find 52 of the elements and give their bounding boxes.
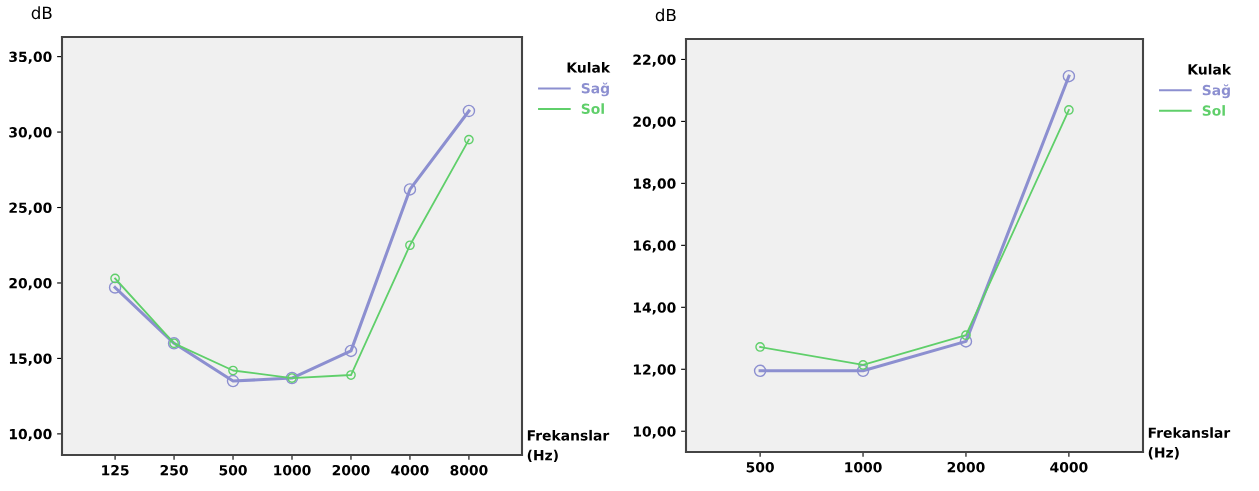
y-tick-label: 10,00 <box>633 426 676 439</box>
legend-label: Sol <box>581 103 604 115</box>
point <box>110 273 120 284</box>
point <box>959 335 973 348</box>
y-tick-label: 14,00 <box>633 302 676 315</box>
point <box>464 134 474 145</box>
y-tick-label: 10,00 <box>9 428 52 442</box>
x-tick-label: 4000 <box>391 464 429 476</box>
y-axis-title: dB <box>655 8 676 22</box>
legend-title: Kulak <box>1188 63 1232 75</box>
point <box>1062 69 1076 83</box>
point <box>344 344 358 358</box>
y-tick-label: 30,00 <box>9 127 52 140</box>
point <box>1064 105 1074 115</box>
point <box>108 281 122 294</box>
point <box>346 370 356 380</box>
point <box>226 374 240 388</box>
point <box>405 240 415 251</box>
x-tick-label: 2000 <box>332 464 370 476</box>
x-tick-label: 2000 <box>947 461 985 473</box>
y-tick-label: 22,00 <box>633 54 676 67</box>
point <box>753 364 767 378</box>
x-axis-title: Frekanslar (Hz) <box>1148 427 1231 460</box>
point <box>755 342 765 352</box>
y-tick-label: 16,00 <box>633 240 676 253</box>
y-tick-label: 20,00 <box>9 277 52 291</box>
y-tick-label: 15,00 <box>9 353 52 366</box>
point <box>858 360 868 370</box>
y-tick-label: 25,00 <box>9 202 52 215</box>
x-tick-label: 125 <box>102 464 129 476</box>
point <box>961 330 971 341</box>
x-tick-label: 250 <box>160 464 188 476</box>
x-tick-label: 1000 <box>845 461 882 473</box>
x-tick-label: 500 <box>219 464 247 476</box>
y-tick-label: 18,00 <box>633 178 676 191</box>
x-tick-label: 4000 <box>1050 461 1088 473</box>
point <box>228 365 238 376</box>
legend-label: Sol <box>1202 105 1225 116</box>
point <box>856 364 870 378</box>
legend-label: Sağ <box>581 82 609 97</box>
y-axis-title: dB <box>31 6 52 20</box>
legend-label: Sağ <box>1202 84 1230 99</box>
y-tick-label: 12,00 <box>633 364 676 377</box>
x-tick-label: 8000 <box>450 464 488 476</box>
y-tick-label: 20,00 <box>633 116 676 129</box>
x-axis-title: Frekanslar (Hz) <box>527 429 610 463</box>
point <box>403 183 417 196</box>
x-tick-label: 500 <box>746 461 774 473</box>
x-tick-label: 1000 <box>274 464 311 476</box>
point <box>462 104 476 118</box>
y-tick-label: 35,00 <box>9 51 52 64</box>
legend-title: Kulak <box>567 62 611 73</box>
